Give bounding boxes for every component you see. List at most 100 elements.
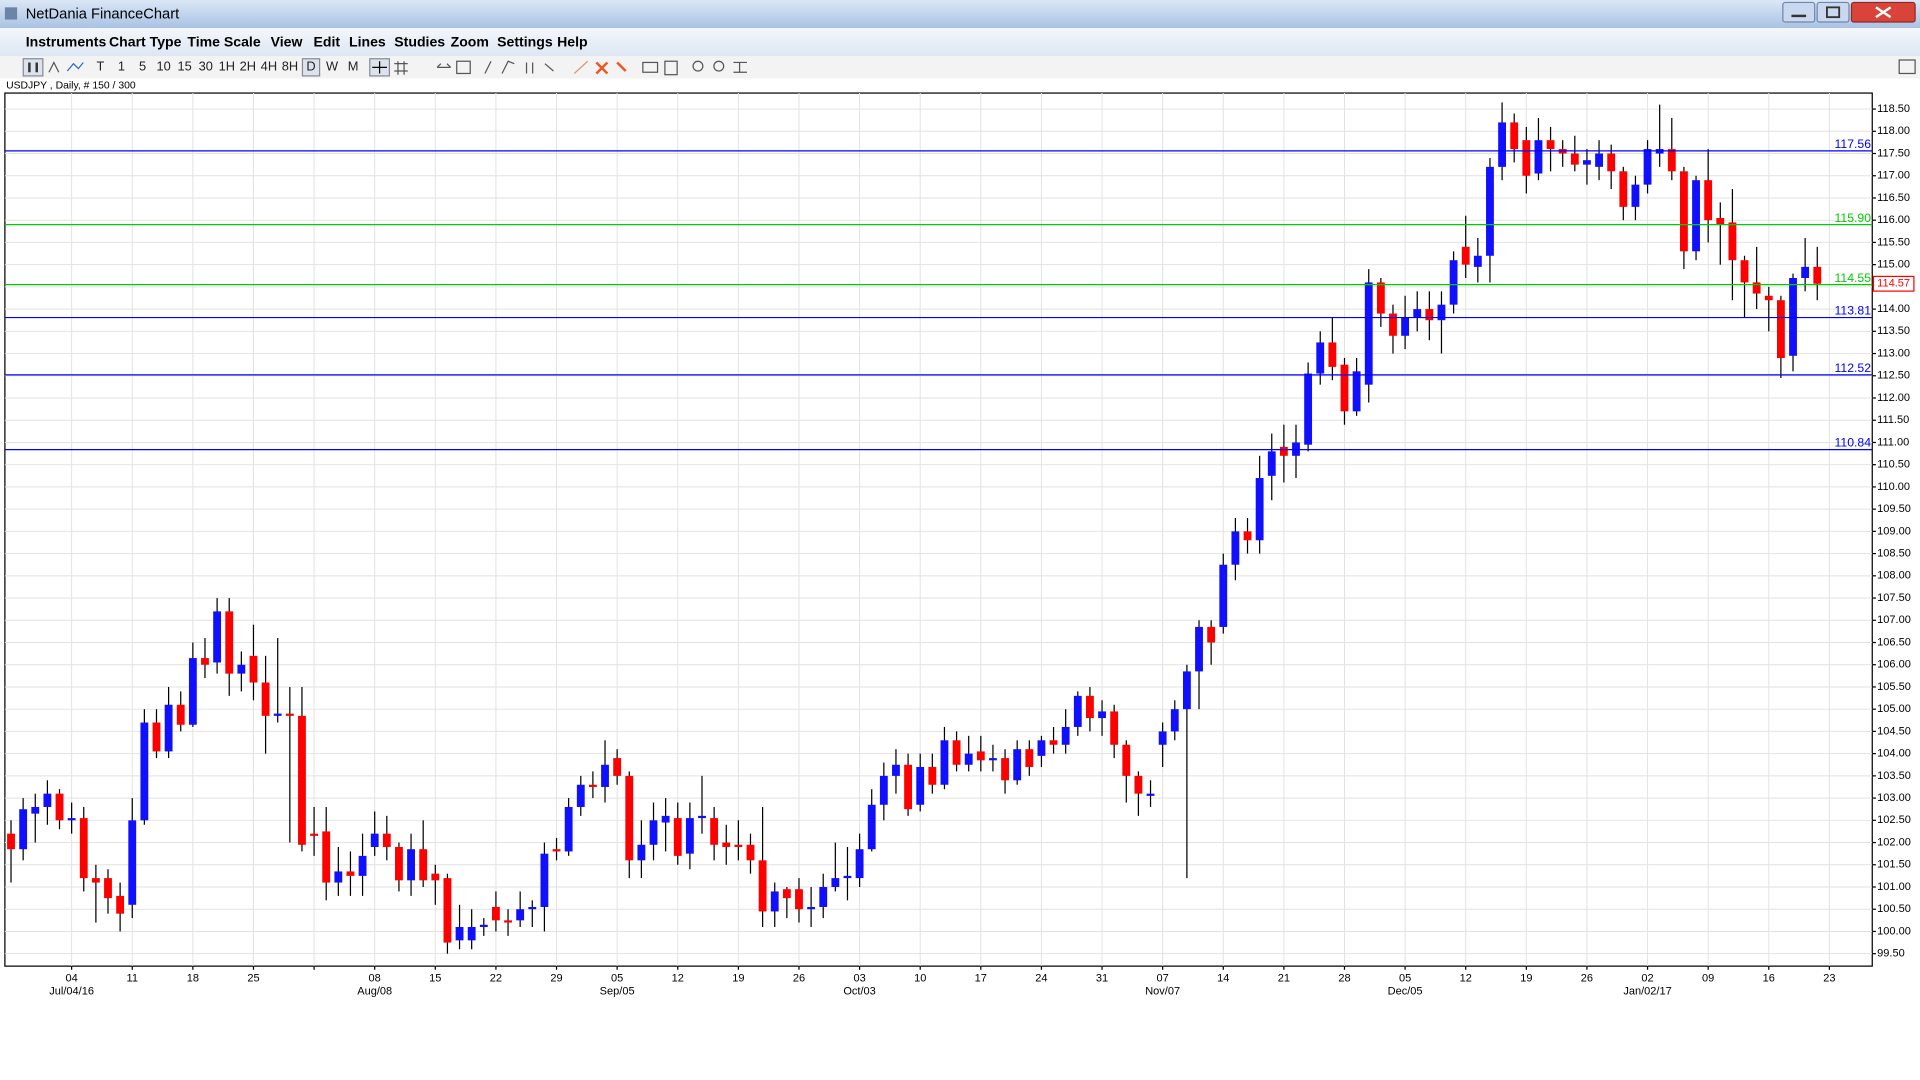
y-tick-label: 109.00 — [1877, 525, 1911, 537]
interval-button[interactable]: 1 — [118, 59, 125, 74]
candle-body — [140, 722, 149, 821]
window-title: NetDania FinanceChart — [26, 7, 179, 23]
menu-item[interactable]: Instruments — [26, 34, 107, 50]
candle-body — [334, 871, 343, 883]
level-label: 114.55 — [1835, 271, 1872, 285]
candle-body — [1667, 149, 1676, 172]
x-tick-label: 19 — [1520, 972, 1532, 984]
candle-body — [1122, 744, 1131, 776]
interval-button[interactable]: 1H — [219, 59, 235, 74]
interval-button[interactable]: 5 — [139, 59, 146, 74]
candle-body — [1801, 266, 1810, 278]
interval-button[interactable]: D — [306, 59, 315, 74]
interval-button[interactable]: 4H — [261, 59, 277, 74]
minimize-button[interactable] — [1782, 1, 1816, 23]
icon-arrows — [436, 63, 452, 68]
candle-body — [310, 833, 318, 836]
y-tick-label: 111.50 — [1877, 414, 1909, 426]
menu-item[interactable]: Lines — [349, 34, 386, 50]
maximize-button[interactable] — [1816, 1, 1850, 23]
y-tick-label: 101.00 — [1877, 881, 1911, 893]
candle-body — [758, 860, 767, 912]
candle-body — [1267, 451, 1276, 476]
x-tick-label: 16 — [1763, 972, 1775, 984]
y-tick-label: 102.00 — [1877, 836, 1911, 848]
x-tick-label: 17 — [975, 972, 987, 984]
candle-body — [673, 818, 682, 856]
candle-body — [285, 713, 294, 716]
y-tick-label: 118.50 — [1877, 103, 1910, 115]
menu-group: Instruments Chart Type Time Scale View Edit L… — [26, 34, 588, 50]
candle-body — [419, 849, 428, 881]
candle-body — [1279, 446, 1288, 456]
candle-body — [1740, 260, 1749, 283]
menu-item[interactable]: Time Scale — [187, 34, 260, 50]
toolbar-icons — [22, 58, 1916, 77]
candle-body — [770, 891, 779, 912]
candle-body — [576, 784, 585, 807]
icon-zoom-in — [692, 60, 704, 72]
icon-cross-glyph — [372, 61, 387, 74]
menu-item[interactable]: View — [271, 34, 303, 50]
candle-body — [867, 804, 876, 850]
candle-body — [1486, 166, 1494, 256]
menu-item[interactable]: Studies — [394, 34, 445, 50]
icon-preview — [664, 60, 678, 76]
x-period-label: Oct/03 — [843, 986, 875, 998]
icon-delete — [595, 61, 609, 75]
y-tick-label: 104.00 — [1877, 748, 1911, 760]
icon-bars — [48, 61, 60, 73]
icon-grid — [394, 61, 408, 75]
icon-delete-all — [616, 61, 627, 72]
icon-zoom-out — [713, 60, 725, 72]
candle-body — [1631, 184, 1640, 207]
candle-body — [225, 611, 234, 674]
candle-body — [1449, 260, 1458, 305]
icon-line — [66, 62, 84, 72]
last-price-box — [1872, 275, 1915, 292]
candle-body — [346, 871, 355, 876]
interval-button[interactable]: 2H — [240, 59, 256, 74]
candle-body — [1595, 153, 1603, 167]
candle-body — [1401, 317, 1410, 336]
candle-body — [213, 611, 222, 663]
candle-body — [504, 920, 512, 923]
candle-body — [964, 753, 973, 765]
icon-candles-glyph — [28, 62, 38, 73]
menu-bar — [0, 28, 1920, 57]
menu-item[interactable]: Settings — [497, 34, 553, 50]
candle-body — [1534, 140, 1543, 174]
interval-button[interactable]: W — [326, 59, 339, 74]
level-label: 115.90 — [1835, 211, 1872, 225]
candle-body — [625, 775, 634, 861]
y-tick-label: 112.00 — [1877, 392, 1910, 404]
x-tick-label: 09 — [1702, 972, 1714, 984]
candle-body — [1752, 282, 1761, 294]
level-label: 113.81 — [1835, 304, 1872, 318]
interval-button[interactable]: 15 — [178, 59, 192, 74]
x-tick-label: 28 — [1338, 972, 1350, 984]
candle-body — [1304, 373, 1313, 445]
candle-body — [916, 766, 925, 805]
candle-body — [928, 766, 937, 785]
y-tick-label: 117.00 — [1877, 170, 1910, 182]
candle-body — [164, 704, 173, 752]
interval-button[interactable]: M — [348, 59, 359, 74]
interval-button[interactable]: T — [96, 59, 104, 74]
plot-frame — [4, 92, 1873, 967]
interval-button[interactable]: 10 — [156, 59, 170, 74]
candle-body — [1376, 282, 1385, 314]
menu-item[interactable]: Edit — [313, 34, 340, 50]
x-period-label: Sep/05 — [600, 986, 635, 998]
menu-item[interactable]: Chart Type — [109, 34, 182, 50]
menu-item[interactable]: Help — [557, 34, 588, 50]
candle-body — [1352, 371, 1361, 412]
interval-button[interactable]: 30 — [199, 59, 213, 74]
icon-fit — [733, 61, 747, 73]
candle-body — [455, 927, 464, 941]
menu-item[interactable]: Zoom — [451, 34, 489, 50]
interval-button[interactable]: 8H — [282, 59, 298, 74]
candle-body — [637, 844, 646, 861]
candle-body — [1037, 740, 1046, 756]
candle-body — [1134, 775, 1143, 794]
